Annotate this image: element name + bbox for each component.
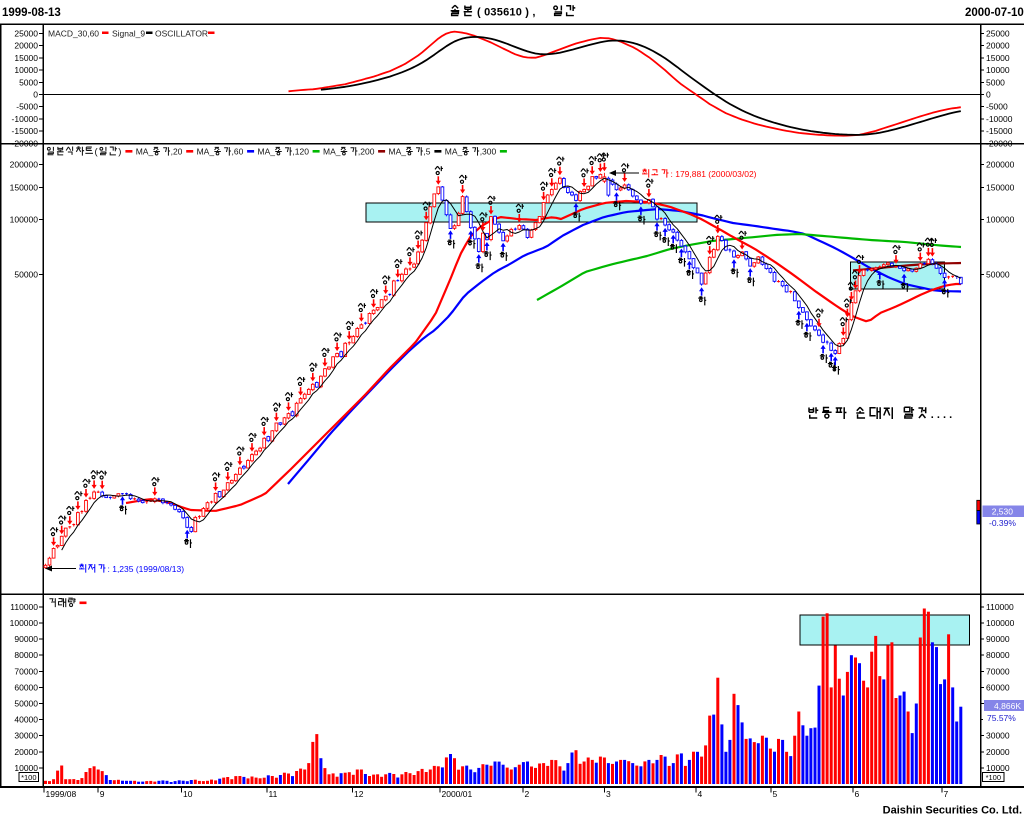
svg-text:110000: 110000 (10, 602, 38, 612)
svg-text:,200: ,200 (358, 147, 375, 157)
svg-text:,20: ,20 (171, 147, 183, 157)
svg-text:12: 12 (354, 789, 364, 799)
svg-text:MA_: MA_ (389, 147, 407, 157)
svg-text:1999-08-13: 1999-08-13 (2, 7, 61, 19)
svg-text:,60: ,60 (232, 147, 244, 157)
svg-text:-5000: -5000 (986, 102, 1008, 112)
svg-text:20000: 20000 (14, 41, 38, 51)
svg-text:10000: 10000 (14, 763, 38, 773)
svg-text:10: 10 (183, 789, 193, 799)
svg-text:): ) (118, 147, 121, 158)
svg-text:70000: 70000 (986, 666, 1010, 676)
svg-text:10000: 10000 (986, 65, 1010, 75)
svg-text:,300: ,300 (480, 147, 497, 157)
svg-text:-10000: -10000 (986, 114, 1013, 124)
svg-text:. . . .: . . . . (931, 409, 952, 421)
svg-text:200000: 200000 (986, 159, 1015, 169)
svg-text:80000: 80000 (986, 650, 1010, 660)
svg-text:MA_: MA_ (136, 147, 154, 157)
svg-text:150000: 150000 (986, 182, 1015, 192)
svg-text:80000: 80000 (14, 650, 38, 660)
svg-text:60000: 60000 (14, 682, 38, 692)
svg-text:*100: *100 (986, 773, 1001, 782)
svg-text:: 179,881 (2000/03/02): : 179,881 (2000/03/02) (671, 169, 757, 179)
svg-text:3: 3 (606, 789, 611, 799)
svg-text:*100: *100 (21, 773, 36, 782)
svg-text:15000: 15000 (986, 53, 1010, 63)
svg-text:-10000: -10000 (12, 114, 39, 124)
svg-text:10000: 10000 (986, 763, 1010, 773)
svg-text:2: 2 (525, 789, 530, 799)
svg-text:100000: 100000 (986, 618, 1015, 628)
svg-text:25000: 25000 (14, 29, 38, 39)
svg-text:5: 5 (773, 789, 778, 799)
svg-text:30000: 30000 (14, 731, 38, 741)
svg-text:50000: 50000 (986, 270, 1010, 280)
svg-text:75.57%: 75.57% (987, 713, 1016, 723)
svg-text:100000: 100000 (10, 215, 39, 225)
svg-text:MACD_30,60: MACD_30,60 (48, 29, 99, 39)
svg-text:9: 9 (100, 789, 105, 799)
svg-text:90000: 90000 (14, 634, 38, 644)
svg-text:MA_: MA_ (258, 147, 276, 157)
svg-text:1999/08: 1999/08 (46, 789, 77, 799)
svg-text:7: 7 (944, 789, 949, 799)
svg-text:OSCILLATOR: OSCILLATOR (155, 29, 208, 39)
svg-text:70000: 70000 (14, 666, 38, 676)
svg-text:,120: ,120 (292, 147, 309, 157)
svg-text:50000: 50000 (14, 270, 38, 280)
svg-text:-15000: -15000 (12, 126, 39, 136)
svg-text:20000: 20000 (14, 747, 38, 757)
svg-text:Daishin Securities Co. Ltd.: Daishin Securities Co. Ltd. (883, 805, 1022, 817)
svg-text:MA_: MA_ (323, 147, 341, 157)
svg-text:20000: 20000 (986, 41, 1010, 51)
svg-text:100000: 100000 (986, 215, 1015, 225)
svg-text:25000: 25000 (986, 29, 1010, 39)
svg-text:150000: 150000 (10, 182, 39, 192)
svg-text:4: 4 (698, 789, 703, 799)
svg-text:( 035610 ) ,: ( 035610 ) , (477, 7, 536, 19)
svg-text:11: 11 (269, 789, 278, 799)
svg-text:20000: 20000 (986, 747, 1010, 757)
svg-text:0: 0 (986, 90, 991, 100)
svg-text:4,866K: 4,866K (994, 701, 1021, 711)
svg-text:40000: 40000 (14, 715, 38, 725)
svg-text:90000: 90000 (986, 634, 1010, 644)
svg-text:,5: ,5 (423, 147, 430, 157)
svg-text:2000/01: 2000/01 (442, 789, 473, 799)
svg-text:30000: 30000 (986, 731, 1010, 741)
svg-text:15000: 15000 (14, 53, 38, 63)
svg-text:100000: 100000 (10, 618, 39, 628)
svg-text:2000-07-10: 2000-07-10 (965, 7, 1024, 19)
svg-text:-0.39%: -0.39% (989, 518, 1016, 528)
svg-text:-5000: -5000 (16, 102, 38, 112)
svg-text:Signal_9: Signal_9 (112, 29, 145, 39)
svg-text:MA_: MA_ (445, 147, 463, 157)
svg-text:110000: 110000 (986, 602, 1014, 612)
svg-text:50000: 50000 (14, 699, 38, 709)
svg-text:60000: 60000 (986, 682, 1010, 692)
svg-text:(: ( (95, 147, 99, 158)
svg-text:-20000: -20000 (986, 138, 1013, 148)
svg-text:0: 0 (33, 90, 38, 100)
svg-text:-20000: -20000 (12, 138, 39, 148)
svg-text:5000: 5000 (986, 77, 1005, 87)
svg-text:MA_: MA_ (197, 147, 215, 157)
svg-text:5000: 5000 (19, 77, 38, 87)
svg-text:10000: 10000 (14, 65, 38, 75)
svg-text:-15000: -15000 (986, 126, 1013, 136)
svg-text:6: 6 (855, 789, 860, 799)
svg-text:200000: 200000 (10, 159, 39, 169)
svg-text:2,530: 2,530 (992, 507, 1014, 517)
svg-text:: 1,235 (1999/08/13): : 1,235 (1999/08/13) (108, 564, 185, 574)
